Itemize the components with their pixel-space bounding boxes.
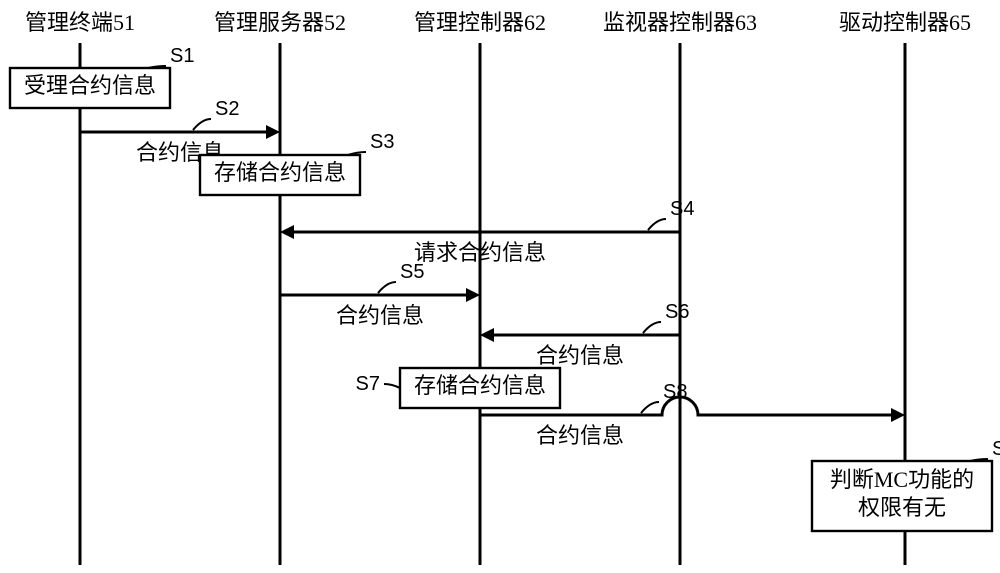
box-label-s9_box-1: 权限有无 — [858, 495, 946, 520]
box-label-s7_box-0: 存储合约信息 — [414, 373, 546, 398]
step-tag-s6: S6 — [665, 301, 689, 323]
message-s4: 请求合约信息 — [293, 232, 680, 265]
message-label-s4: 请求合约信息 — [414, 240, 546, 265]
step-tag-s5: S5 — [400, 261, 424, 283]
step-tag-s2: S2 — [215, 98, 239, 120]
box-label-s9_box-0: 判断MC功能的 — [830, 467, 974, 492]
step-tag-s4: S4 — [670, 198, 694, 220]
lifeline-label-terminal: 管理终端51 — [25, 10, 135, 35]
lifeline-server: 管理服务器52 — [214, 10, 346, 565]
step-tag-s3_box: S3 — [370, 131, 394, 153]
message-s5: 合约信息 — [280, 295, 467, 328]
lifeline-label-server: 管理服务器52 — [214, 10, 346, 35]
box-s9_box: 判断MC功能的权限有无 — [812, 461, 992, 531]
lifeline-label-mon_ctrl: 监视器控制器63 — [603, 10, 757, 35]
box-s7_box: 存储合约信息 — [400, 368, 560, 408]
box-s1_box: 受理合约信息 — [10, 68, 170, 108]
message-label-s8: 合约信息 — [536, 423, 624, 448]
lifeline-label-mgr_ctrl: 管理控制器62 — [414, 10, 546, 35]
box-label-s3_box-0: 存储合约信息 — [214, 160, 346, 185]
lifeline-mgr_ctrl: 管理控制器62 — [414, 10, 546, 565]
lifeline-mon_ctrl: 监视器控制器63 — [603, 10, 757, 565]
lifeline-label-drv_ctrl: 驱动控制器65 — [839, 10, 971, 35]
box-label-s1_box-0: 受理合约信息 — [24, 73, 156, 98]
step-tag-s1_box: S1 — [170, 45, 194, 67]
step-tag-s7_box: S7 — [356, 373, 380, 395]
message-label-s6: 合约信息 — [536, 343, 624, 368]
step-tag-s9_box: S9 — [992, 438, 1000, 460]
box-s3_box: 存储合约信息 — [200, 155, 360, 195]
message-label-s5: 合约信息 — [336, 303, 424, 328]
step-tag-s8: S8 — [663, 381, 687, 403]
message-s6: 合约信息 — [493, 335, 680, 368]
